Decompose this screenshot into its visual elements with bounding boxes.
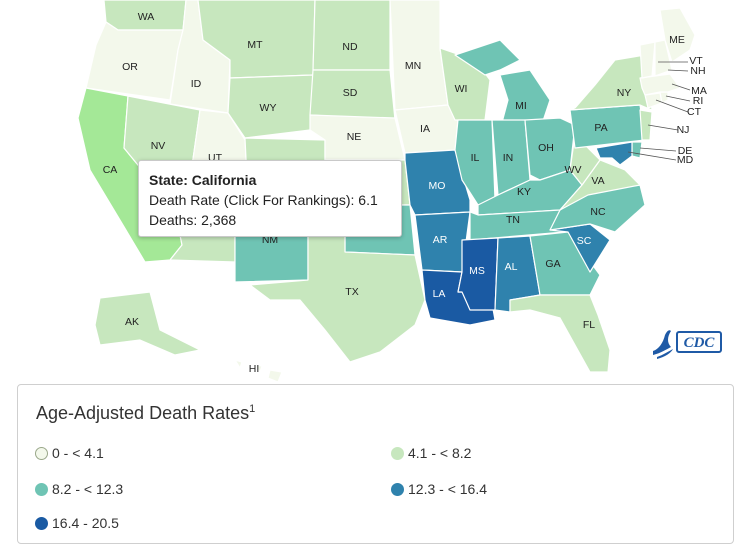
us-choropleth-map: WA OR ID CA NV UT MT WY NM ND SD NE TX M… <box>77 0 723 383</box>
state-VT[interactable] <box>639 41 656 79</box>
legend-swatch-4 <box>35 516 48 530</box>
tooltip-state: State: California <box>149 172 257 188</box>
label-NJ: NJ <box>677 124 690 136</box>
state-NC[interactable] <box>549 184 646 233</box>
tooltip-death-rate: Death Rate (Click For Rankings): 6.1 <box>149 192 378 208</box>
state-tooltip: State: California Death Rate (Click For … <box>138 160 402 237</box>
tooltip-deaths: Deaths: 2,368 <box>149 212 237 228</box>
legend-label-1: 4.1 - < 8.2 <box>408 445 472 461</box>
state-WY[interactable] <box>227 74 314 139</box>
label-MD: MD <box>677 154 694 166</box>
legend-title: Age-Adjusted Death Rates1 <box>36 403 255 424</box>
legend-label-3: 12.3 - < 16.4 <box>408 481 488 497</box>
state-WA[interactable] <box>103 0 187 31</box>
state-HI[interactable] <box>234 359 283 383</box>
state-TX[interactable] <box>249 214 426 363</box>
legend-item-3[interactable]: 12.3 - < 16.4 <box>391 481 487 497</box>
legend-item-2[interactable]: 8.2 - < 12.3 <box>35 481 123 497</box>
leader-lines <box>627 61 691 161</box>
state-IA[interactable] <box>394 104 459 154</box>
state-SD[interactable] <box>309 69 396 121</box>
legend-item-1[interactable]: 4.1 - < 8.2 <box>391 445 471 461</box>
state-NY[interactable] <box>569 54 653 111</box>
legend-label-0: 0 - < 4.1 <box>52 445 104 461</box>
legend-footnote-ref[interactable]: 1 <box>249 403 256 415</box>
legend-title-text: Age-Adjusted Death Rates <box>36 403 250 423</box>
legend-label-4: 16.4 - 20.5 <box>52 515 119 531</box>
label-MA: MA <box>691 85 707 97</box>
state-GA[interactable] <box>529 231 601 296</box>
state-FL[interactable] <box>509 294 611 373</box>
cdc-logo-text: CDC <box>684 335 716 351</box>
state-NJ[interactable] <box>639 109 653 141</box>
state-RI[interactable] <box>659 91 669 104</box>
legend-item-0[interactable]: 0 - < 4.1 <box>35 445 104 461</box>
legend-label-2: 8.2 - < 12.3 <box>52 481 124 497</box>
legend-swatch-0 <box>35 446 48 460</box>
legend-item-4[interactable]: 16.4 - 20.5 <box>35 515 119 531</box>
state-ND[interactable] <box>312 0 391 71</box>
legend: Age-Adjusted Death Rates1 0 - < 4.1 4.1 … <box>17 384 734 544</box>
state-MN[interactable] <box>389 0 449 111</box>
state-ME[interactable] <box>659 7 696 63</box>
label-DE: DE <box>678 145 693 157</box>
state-DE[interactable] <box>631 141 643 159</box>
legend-swatch-3 <box>391 482 404 496</box>
legend-swatch-1 <box>391 446 404 460</box>
state-MA[interactable] <box>639 73 681 96</box>
label-RI: RI <box>693 95 704 107</box>
state-AK[interactable] <box>94 291 201 356</box>
cdc-logo[interactable]: CDC <box>649 321 723 361</box>
state-MD[interactable] <box>595 141 633 166</box>
label-CT: CT <box>687 106 702 118</box>
label-NH: NH <box>690 65 705 77</box>
legend-swatch-2 <box>35 482 48 496</box>
state-CT[interactable] <box>644 92 663 109</box>
state-OR[interactable] <box>85 21 184 101</box>
label-VT: VT <box>689 55 703 67</box>
cdc-logo-icon: CDC <box>653 330 722 359</box>
